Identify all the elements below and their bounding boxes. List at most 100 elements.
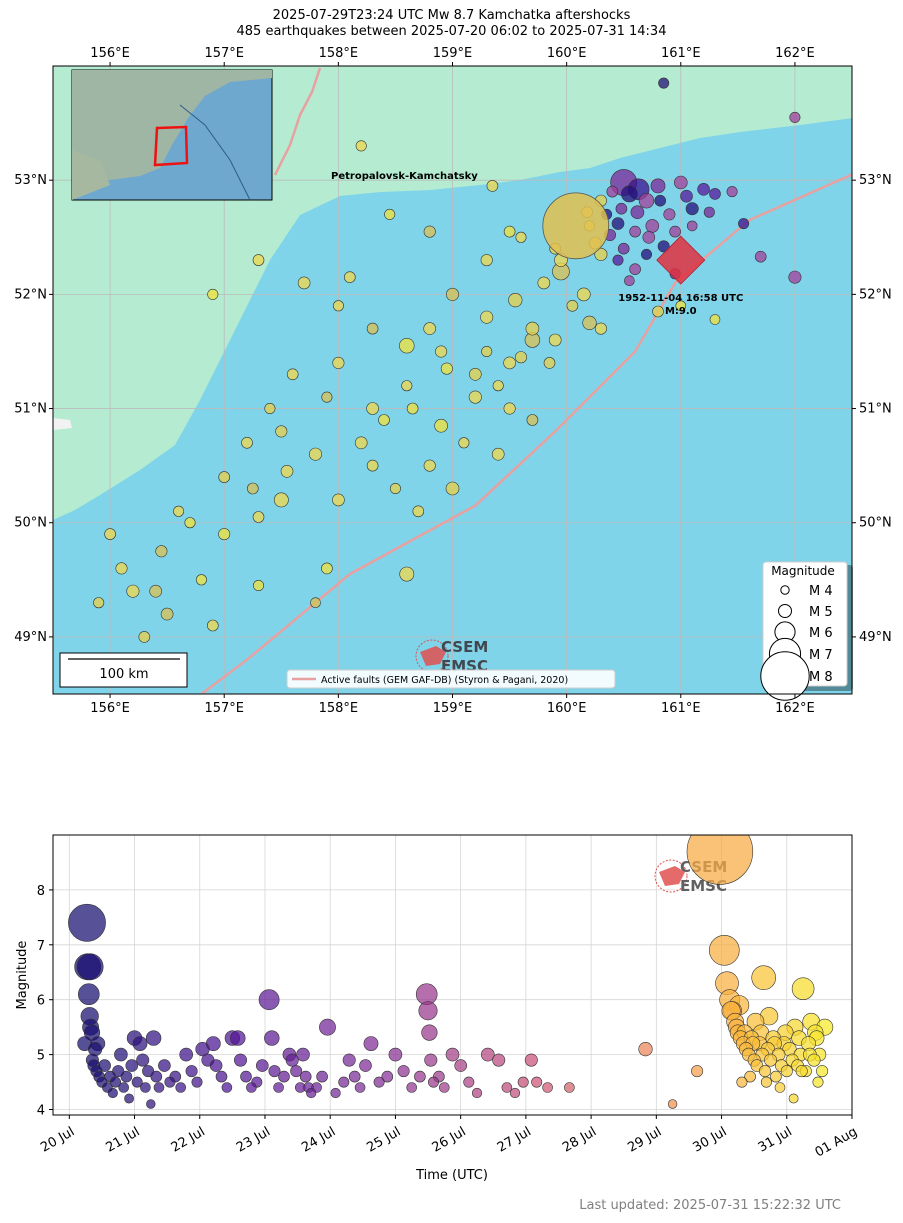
- map-event-point: [754, 250, 767, 263]
- map-event-point: [788, 270, 802, 284]
- mainshock-point: [542, 192, 610, 260]
- timeline-x-tick-label: 24 Jul: [299, 1124, 338, 1155]
- map-event-point: [378, 414, 390, 426]
- timeline-event-point: [667, 1099, 678, 1109]
- map-event-point: [155, 545, 168, 558]
- map-event-point: [184, 517, 196, 529]
- map-event-point: [508, 293, 523, 308]
- timeline-event-point: [414, 1070, 426, 1083]
- map-event-point: [582, 315, 597, 331]
- timeline-event-point: [774, 1082, 786, 1093]
- map-lat-label-right: 53°N: [859, 173, 892, 188]
- timeline-event-point: [816, 1065, 829, 1078]
- timeline-y-tick-label: 7: [37, 939, 45, 954]
- timeline-event-point: [146, 1099, 156, 1109]
- map-event-point: [629, 225, 641, 238]
- inset-region-box: [153, 125, 189, 167]
- legend-marker: [760, 651, 810, 701]
- timeline-event-point: [359, 1059, 372, 1072]
- inset-trench: [179, 104, 251, 201]
- map-event-point: [526, 414, 539, 426]
- map-lon-label-top: 157°E: [204, 46, 244, 61]
- timeline-event-point: [763, 1053, 777, 1067]
- legend-entry-label: M 4: [809, 584, 833, 599]
- timeline-event-point: [150, 1070, 163, 1083]
- map-event-point: [680, 189, 693, 203]
- timeline-event-point: [306, 1087, 317, 1099]
- map-event-point: [445, 481, 460, 496]
- timeline-event-point: [542, 1082, 553, 1093]
- historic-event-marker: [656, 235, 706, 285]
- magnitude-legend: Magnitude M 4 M 5 M 6 M 7 M 8: [760, 561, 853, 701]
- map-event-point: [703, 206, 715, 218]
- timeline-event-point: [185, 1065, 198, 1078]
- timeline-x-tick-label: 26 Jul: [430, 1124, 469, 1155]
- legend-marker: [778, 604, 792, 618]
- timeline-event-point: [373, 1076, 385, 1088]
- timeline-y-tick-label: 8: [37, 884, 45, 899]
- map-events: [93, 77, 802, 643]
- map-event-point: [321, 562, 333, 575]
- timeline-event-point: [638, 1041, 653, 1057]
- map-event-point: [435, 345, 448, 358]
- map-event-point: [286, 368, 299, 381]
- watermark-csem: CSEM: [441, 638, 488, 656]
- map-event-point: [321, 391, 333, 403]
- map-event-point: [486, 180, 499, 192]
- timeline-event-point: [107, 1087, 118, 1099]
- map-event-point: [423, 225, 436, 238]
- timeline-event-point: [118, 1082, 129, 1093]
- timeline-event-point: [795, 1065, 808, 1078]
- map-event-point: [115, 562, 128, 575]
- map-event-point: [638, 193, 655, 209]
- timeline-event-point: [132, 1036, 148, 1051]
- map-event-point: [525, 321, 540, 336]
- timeline-event-point: [273, 1082, 284, 1093]
- timeline-event-point: [791, 977, 815, 1001]
- timeline-event-point: [234, 1053, 248, 1067]
- map-event-point: [207, 288, 219, 300]
- map-event-point: [480, 310, 494, 324]
- map-event-point: [658, 77, 670, 89]
- timeline-event-point: [517, 1076, 529, 1088]
- timeline-event-point: [363, 1036, 379, 1051]
- map-event-point: [645, 219, 660, 233]
- map-event-point: [642, 231, 656, 244]
- map-lat-label-left: 53°N: [14, 173, 47, 188]
- legend-entry-label: M 5: [809, 605, 833, 620]
- timeline-event-point: [319, 1018, 336, 1036]
- timeline-event-point: [191, 1076, 203, 1088]
- map-lat-label-left: 52°N: [14, 287, 47, 302]
- map-event-point: [738, 218, 750, 230]
- map-event-point: [515, 231, 527, 243]
- timeline-event-point: [531, 1076, 543, 1088]
- timeline-x-label: Time (UTC): [415, 1168, 488, 1183]
- timeline-x-tick-label: 22 Jul: [169, 1124, 208, 1155]
- title-line-1: 2025-07-29T23:24 UTC Mw 8.7 Kamchatka af…: [272, 8, 631, 23]
- map-event-point: [384, 208, 396, 220]
- map-event-point: [594, 247, 608, 261]
- map-event-point: [273, 492, 289, 508]
- map-lat-label-right: 52°N: [859, 287, 892, 302]
- timeline-event-point: [230, 1030, 246, 1046]
- map-event-point: [138, 631, 151, 643]
- timeline-event-point: [492, 1053, 506, 1067]
- map-event-point: [354, 436, 368, 450]
- map-lon-label-top: 162°E: [775, 46, 815, 61]
- timeline-event-point: [381, 1070, 394, 1083]
- timeline-event-point: [124, 1093, 135, 1104]
- fault-legend: Active faults (GEM GAF-DB) (Styron & Pag…: [286, 669, 616, 689]
- map-lat-label-left: 51°N: [14, 402, 47, 417]
- timeline-event-point: [195, 1041, 210, 1057]
- map-event-point: [726, 186, 738, 198]
- map-event-point: [310, 597, 321, 609]
- timeline-event-point: [691, 1065, 704, 1078]
- timeline-event-point: [770, 1070, 782, 1083]
- legend-title: Magnitude: [771, 564, 835, 578]
- coast-fault-red: [273, 67, 322, 176]
- timeline-x-tick-label: 29 Jul: [625, 1124, 664, 1155]
- map-event-point: [686, 220, 698, 232]
- map-event-point: [332, 300, 344, 312]
- map-event-point: [218, 528, 231, 541]
- map-lat-label-left: 50°N: [14, 516, 47, 531]
